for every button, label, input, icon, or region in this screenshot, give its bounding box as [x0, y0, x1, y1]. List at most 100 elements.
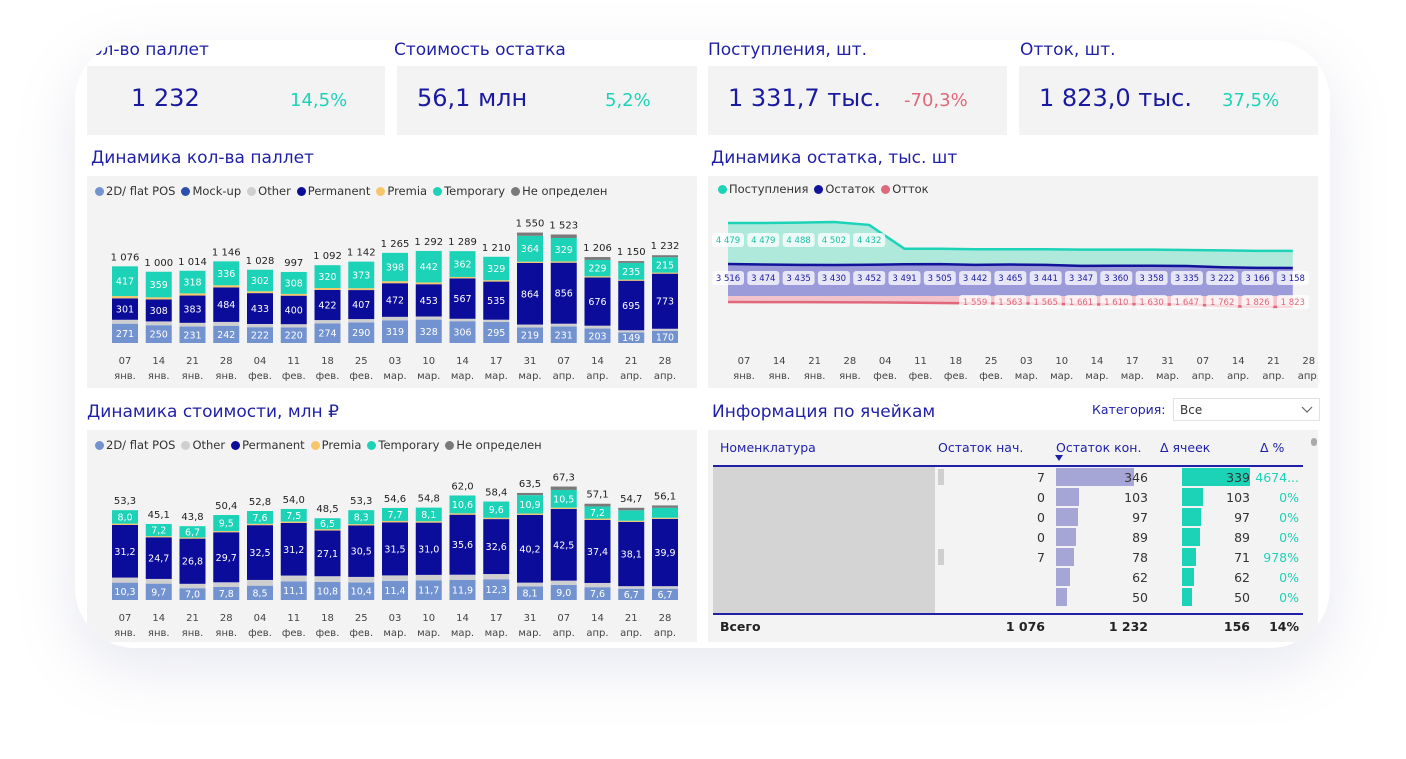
bar-segment-temporary	[652, 257, 678, 273]
legend-label: 2D/ flat POS	[106, 438, 176, 452]
x-tick-month: янв.	[215, 628, 237, 639]
bar-segment-premia	[550, 507, 577, 509]
data-label-bg	[712, 233, 744, 247]
legend-item-other[interactable]: Other	[181, 438, 225, 452]
data-label-permanent: 39,9	[654, 548, 675, 559]
x-tick-day: 14	[456, 613, 469, 624]
data-label-bg	[994, 271, 1027, 285]
bar-segment-temporary	[584, 506, 611, 519]
end-bar	[1056, 508, 1078, 526]
legend-item-outflow[interactable]: Отток	[881, 182, 929, 196]
table-scrollbar[interactable]	[1311, 438, 1317, 446]
bar-segment-other	[348, 576, 375, 583]
bar-total-label: 1 232	[651, 241, 680, 252]
x-tick-day: 03	[389, 613, 402, 624]
table-row[interactable]: 62 62 0%	[708, 567, 1308, 587]
bar-segment-2d	[415, 580, 442, 600]
bar-segment-premia	[145, 536, 172, 538]
bar-total-label: 997	[284, 258, 303, 269]
legend-item-temporary[interactable]: Temporary	[433, 184, 505, 198]
table-row[interactable]: 0 103 103 0%	[708, 487, 1308, 507]
bar-segment-premia	[247, 523, 273, 526]
legend-item-undefined[interactable]: Не определен	[511, 184, 607, 198]
bar-segment-permanent	[483, 281, 510, 320]
legend-item-stock[interactable]: Остаток	[814, 182, 875, 196]
bar-total-label: 1 092	[313, 251, 342, 262]
bar-segment-permanent	[449, 278, 476, 319]
legend-item-2d[interactable]: 2D/ flat POS	[95, 184, 175, 198]
bar-segment-other	[483, 319, 510, 322]
x-tick-day: 07	[1197, 356, 1210, 367]
bar-total-label: 48,5	[316, 504, 338, 515]
bar-segment-undefined	[517, 232, 543, 236]
table-row[interactable]: 0 97 97 0%	[708, 507, 1308, 527]
header-end-stock[interactable]: Остаток кон.	[1056, 440, 1142, 455]
legend-item-undefined[interactable]: Не определен	[445, 438, 542, 452]
x-tick-day: 28	[220, 356, 233, 367]
bar-segment-permanent	[382, 283, 408, 317]
legend-item-temporary[interactable]: Temporary	[367, 438, 439, 452]
x-tick-day: 25	[355, 613, 368, 624]
bar-segment-undefined	[584, 503, 611, 507]
table-row[interactable]: 50 50 0%	[708, 587, 1308, 607]
cell-delta: 103	[1226, 490, 1250, 505]
legend-dot-icon	[296, 187, 306, 196]
legend-item-permanent[interactable]: Permanent	[296, 184, 370, 198]
data-label-2d: 7,0	[185, 590, 200, 601]
header-start-stock[interactable]: Остаток нач.	[938, 440, 1024, 455]
category-dropdown[interactable]: Все	[1173, 398, 1320, 421]
x-tick-day: 18	[321, 613, 334, 624]
data-label-temporary: 6,7	[185, 527, 200, 538]
data-label-stock: 3 452	[857, 274, 881, 284]
table-row[interactable]: 7 78 71 978%	[708, 547, 1308, 567]
bar-segment-temporary	[449, 251, 476, 277]
data-label-outflow: 1 565	[1034, 298, 1058, 308]
bar-segment-permanent	[280, 522, 307, 576]
cell-pct: 0%	[1279, 570, 1299, 585]
header-delta-cells[interactable]: Δ ячеек	[1160, 440, 1211, 455]
legend-item-2d[interactable]: 2D/ flat POS	[95, 438, 175, 452]
x-tick-month: янв.	[768, 371, 790, 382]
bar-segment-premia	[247, 291, 273, 294]
header-nomenclature[interactable]: Номенклатура	[720, 440, 816, 455]
data-label-temporary: 10,6	[452, 500, 473, 511]
data-label-permanent: 567	[453, 294, 471, 305]
nomenclature-redacted-block	[713, 467, 935, 613]
data-label-bg	[782, 271, 815, 285]
cell-delta: 339	[1226, 470, 1250, 485]
data-label-2d: 220	[285, 331, 303, 342]
bar-segment-2d	[145, 583, 172, 600]
table-row[interactable]: 0 89 89 0%	[708, 527, 1308, 547]
bar-segment-other	[280, 324, 307, 328]
header-delta-pct[interactable]: Δ %	[1260, 440, 1285, 455]
legend-item-other[interactable]: Other	[247, 184, 291, 198]
data-label-2d: 231	[555, 330, 573, 341]
legend-item-premia[interactable]: Premia	[310, 438, 361, 452]
data-label-2d: 271	[116, 329, 134, 340]
data-label-bg	[712, 271, 744, 285]
delta-bar	[1182, 508, 1202, 526]
table-row[interactable]: 7 346 339 4674...	[708, 467, 1308, 487]
legend-item-mockup[interactable]: Mock-up	[181, 184, 241, 198]
legend-item-inflow[interactable]: Поступления	[718, 182, 808, 196]
x-tick-day: 25	[355, 356, 368, 367]
bar-segment-other	[550, 323, 577, 327]
bar-segment-undefined	[550, 486, 577, 490]
x-tick-day: 07	[119, 356, 132, 367]
legend-item-permanent[interactable]: Permanent	[231, 438, 305, 452]
legend-item-premia[interactable]: Premia	[376, 184, 427, 198]
x-tick-day: 31	[524, 356, 537, 367]
data-label-2d: 9,0	[556, 588, 571, 599]
x-tick-month: апр.	[620, 371, 642, 382]
data-label-bg	[1206, 295, 1239, 309]
x-tick-day: 21	[808, 356, 821, 367]
data-label-2d: 222	[251, 331, 269, 342]
legend-label: Отток	[892, 182, 929, 196]
stock-area-chart: 4 479 4 479 4 488 4 502 4 432 3 516 3 474 3 435…	[712, 220, 1318, 382]
bar-segment-temporary	[247, 510, 273, 524]
data-label-temporary: 8,3	[354, 513, 369, 524]
x-tick-day: 17	[490, 613, 503, 624]
bar-total-label: 54,8	[418, 494, 440, 505]
x-tick-day: 17	[490, 356, 503, 367]
bar-segment-temporary	[517, 495, 543, 514]
